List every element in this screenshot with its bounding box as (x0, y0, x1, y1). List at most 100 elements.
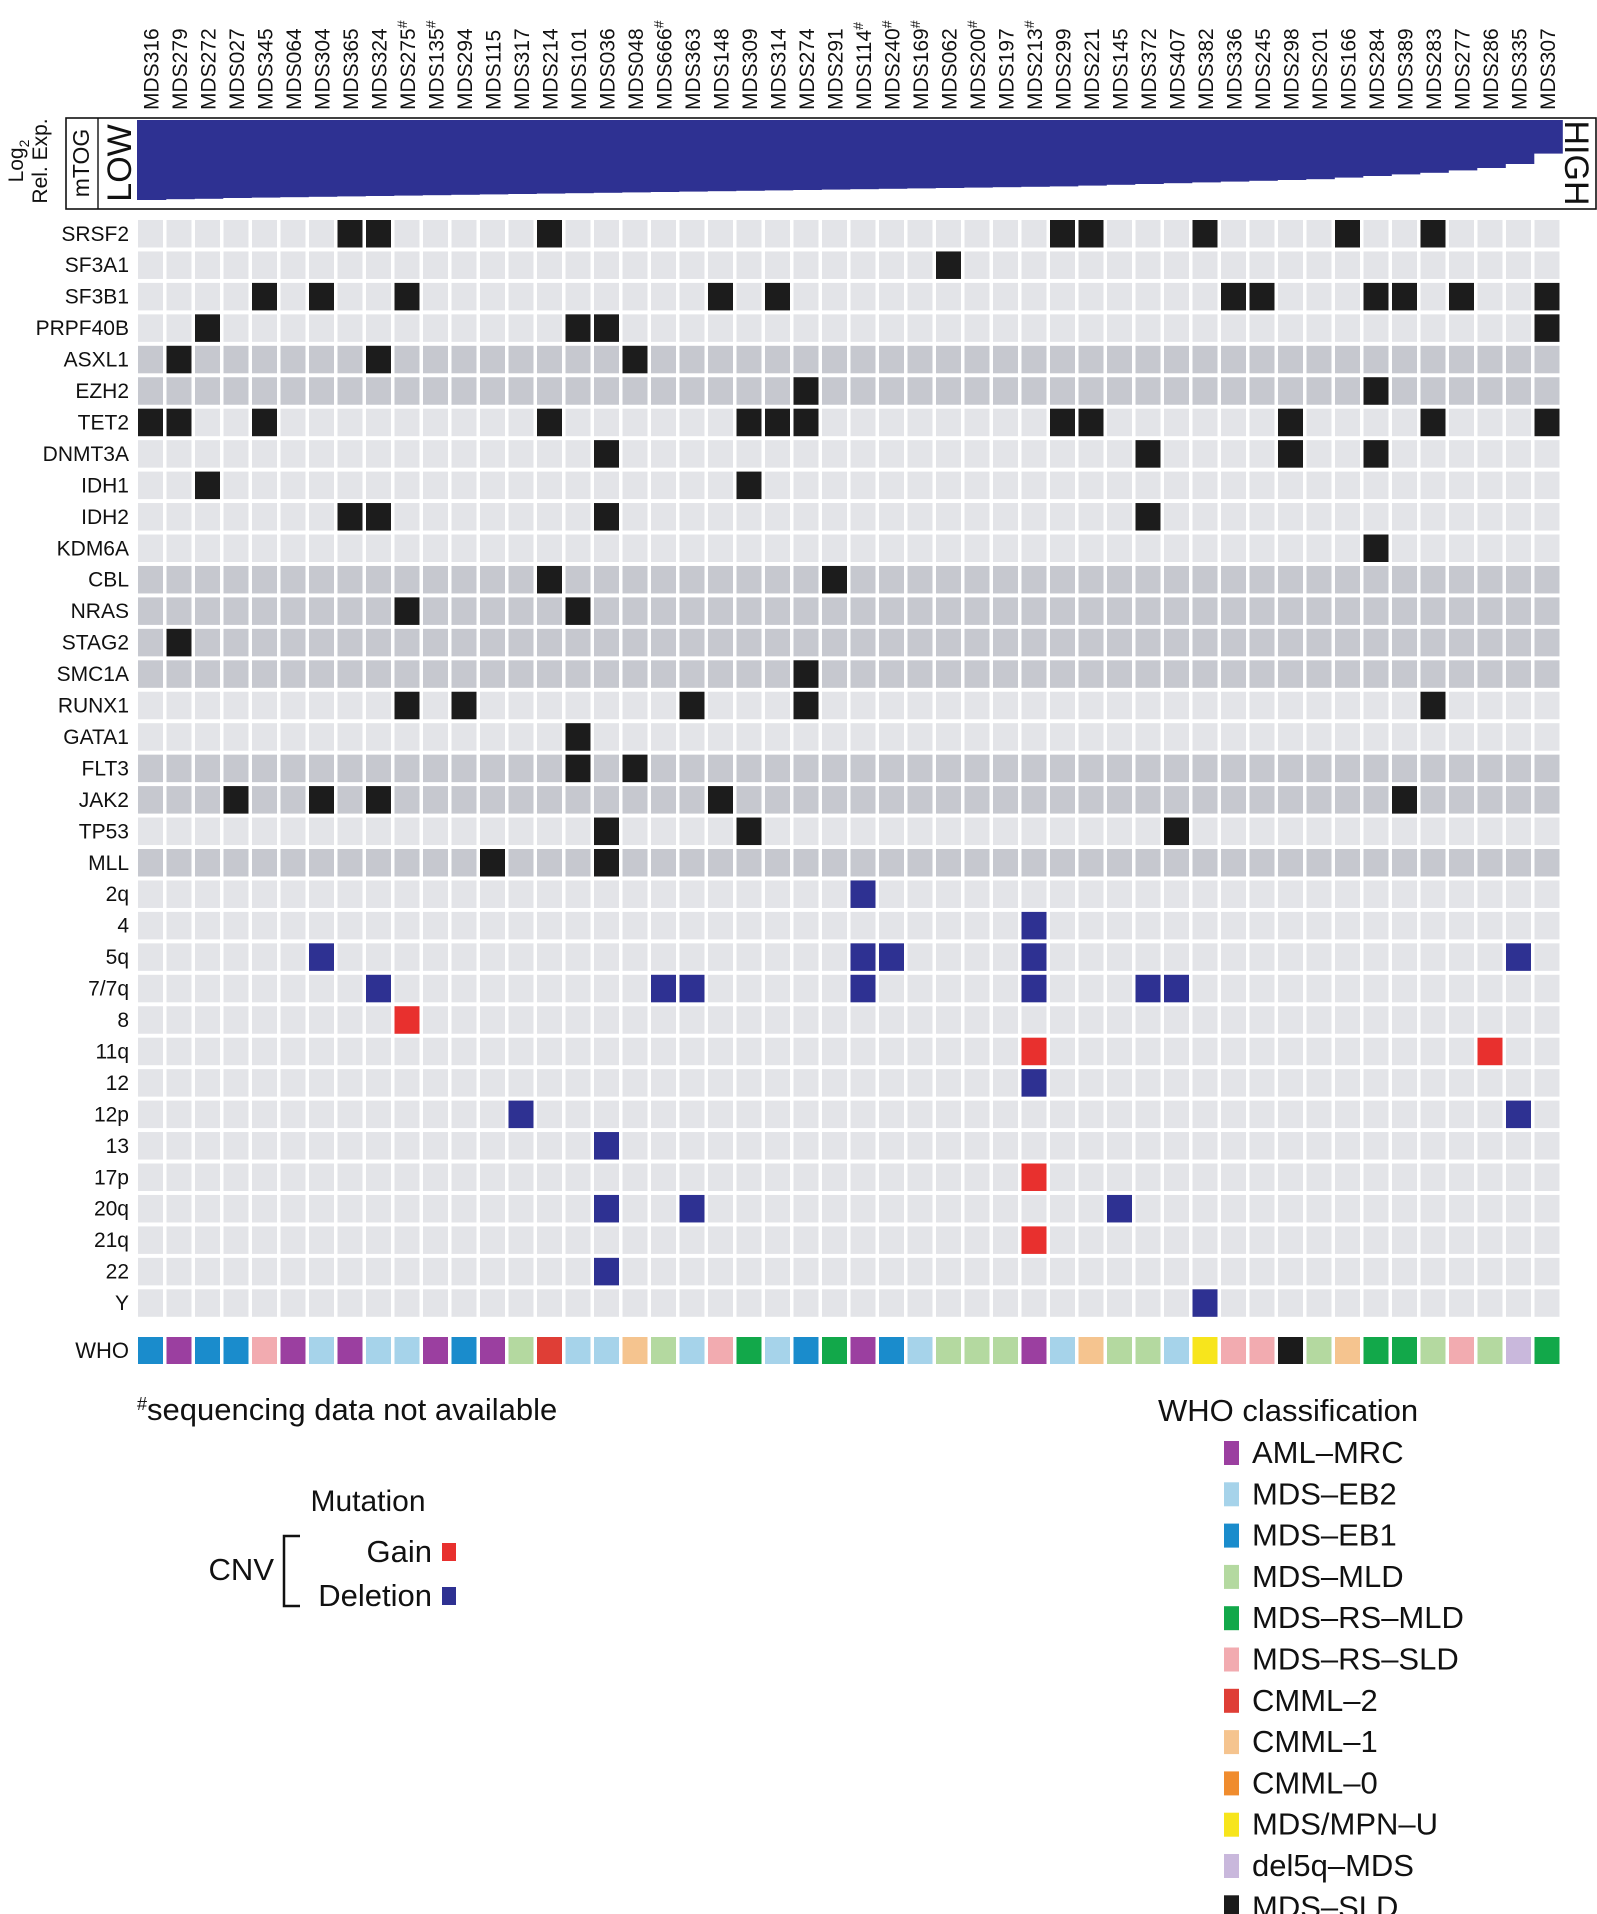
grid-cell (1107, 1037, 1132, 1066)
grid-cell (1135, 628, 1161, 657)
who-legend-label: CMML–2 (1252, 1683, 1378, 1718)
grid-cell (394, 408, 420, 437)
sample-label: MDS298 (1281, 28, 1304, 110)
grid-cell (195, 1163, 220, 1191)
grid-cell (1449, 314, 1474, 342)
who-cell (537, 1337, 562, 1364)
grid-cell (1363, 849, 1389, 877)
grid-cell (223, 503, 249, 531)
who-cell (964, 1337, 990, 1364)
mutation-cell (736, 471, 762, 500)
grid-cell (1050, 628, 1075, 657)
grid-cell (708, 1163, 733, 1191)
grid-cell (366, 628, 391, 657)
grid-cell (822, 691, 847, 720)
grid-cell (1449, 754, 1474, 783)
grid-cell (879, 723, 904, 751)
grid-cell (280, 880, 306, 908)
grid-cell (1335, 503, 1360, 531)
grid-cell (936, 1069, 961, 1097)
grid-cell (480, 440, 505, 468)
grid-cell (936, 220, 961, 248)
grid-cell (907, 943, 933, 971)
grid-cell (480, 691, 505, 720)
grid-cell (1506, 628, 1531, 657)
grid-cell (907, 471, 933, 500)
grid-cell (936, 1006, 961, 1034)
grid-cell (1192, 660, 1218, 688)
grid-cell (565, 660, 591, 688)
row-label: MLL (88, 852, 129, 875)
sample-label: MDS407 (1167, 28, 1190, 110)
grid-cell (594, 628, 619, 657)
grid-cell (1107, 345, 1132, 374)
grid-cell (622, 1163, 648, 1191)
grid-cell (1534, 660, 1560, 688)
grid-cell (651, 691, 676, 720)
grid-cell (765, 534, 790, 562)
grid-cell (508, 1194, 534, 1223)
grid-cell (309, 1132, 334, 1160)
grid-cell (936, 471, 961, 500)
footnote-hash: # (137, 1394, 147, 1414)
grid-cell (1420, 786, 1446, 814)
grid-cell (138, 1100, 163, 1129)
grid-cell (622, 282, 648, 311)
grid-cell (138, 786, 163, 814)
row-label: 7/7q (88, 978, 129, 1001)
grid-cell (394, 534, 420, 562)
sample-label: MDS145 (1110, 28, 1133, 110)
sample-label: MDS294 (454, 28, 477, 110)
grid-cell (195, 786, 220, 814)
grid-cell (1050, 377, 1075, 405)
grid-cell (1278, 691, 1303, 720)
grid-cell (1449, 1194, 1474, 1223)
row-label: ASXL1 (64, 349, 129, 372)
grid-cell (993, 1289, 1018, 1317)
low-label: LOW (101, 124, 139, 201)
grid-cell (1449, 1069, 1474, 1097)
grid-cell (537, 314, 562, 342)
mutation-cell (394, 282, 420, 311)
grid-cell (537, 1226, 562, 1254)
grid-cell (1449, 723, 1474, 751)
grid-cell (1278, 723, 1303, 751)
expression-bar (764, 120, 794, 191)
grid-cell (451, 1037, 477, 1066)
grid-cell (166, 220, 192, 248)
grid-cell (679, 817, 705, 846)
grid-cell (252, 911, 277, 940)
grid-cell (1449, 911, 1474, 940)
grid-cell (594, 1037, 619, 1066)
who-legend: WHO classification AML–MRCMDS–EB2MDS–EB1… (1158, 1393, 1464, 1914)
grid-cell (1392, 691, 1417, 720)
grid-cell (1050, 754, 1075, 783)
grid-cell (138, 1037, 163, 1066)
grid-cell (1078, 377, 1104, 405)
grid-cell (936, 345, 961, 374)
cnv-deletion-cell (850, 943, 876, 971)
grid-cell (1021, 408, 1047, 437)
grid-cell (1420, 1100, 1446, 1129)
grid-cell (1192, 974, 1218, 1003)
y-axis-label: Log2 Rel. Exp. (5, 118, 52, 203)
grid-cell (309, 911, 334, 940)
grid-cell (651, 345, 676, 374)
who-cell (907, 1337, 933, 1364)
grid-cell (1534, 1100, 1560, 1129)
grid-cell (679, 377, 705, 405)
grid-cell (565, 691, 591, 720)
row-label: 4 (117, 915, 129, 938)
grid-cell (622, 817, 648, 846)
grid-cell (850, 754, 876, 783)
grid-cell (822, 1100, 847, 1129)
grid-cell (822, 660, 847, 688)
grid-cell (1021, 817, 1047, 846)
expression-bar (422, 120, 452, 196)
grid-cell (309, 723, 334, 751)
grid-cell (508, 1289, 534, 1317)
grid-cell (1078, 251, 1104, 279)
grid-cell (907, 345, 933, 374)
grid-cell (366, 1194, 391, 1223)
grid-cell (565, 251, 591, 279)
